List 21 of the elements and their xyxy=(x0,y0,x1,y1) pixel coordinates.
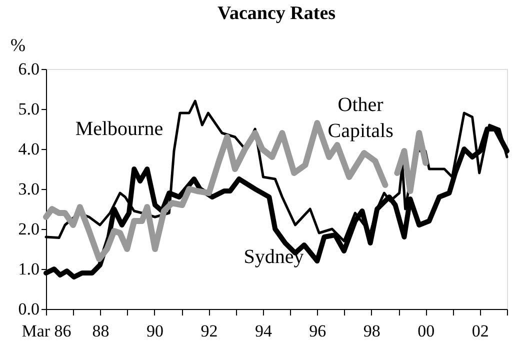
x-tick-label: 94 xyxy=(254,322,272,340)
x-tick-label: 00 xyxy=(418,322,435,340)
y-axis-title: % xyxy=(10,35,26,55)
x-tick-label: 02 xyxy=(472,322,489,340)
series-label: Melbourne xyxy=(75,118,164,140)
x-tick-label: 88 xyxy=(92,322,110,340)
series-label: Sydney xyxy=(244,246,304,268)
y-tick-label: 6.0 xyxy=(18,60,40,78)
chart-title: Vacancy Rates xyxy=(217,3,336,24)
x-tick-label: Mar 86 xyxy=(22,322,72,340)
x-tick-label: 96 xyxy=(309,322,326,340)
x-tick-label: 90 xyxy=(146,322,164,340)
y-tick-label: 5.0 xyxy=(18,100,40,118)
series-label: Other Capitals xyxy=(328,94,394,142)
y-tick-label: 2.0 xyxy=(18,220,40,238)
y-tick-label: 4.0 xyxy=(18,140,40,158)
x-tick-label: 92 xyxy=(200,322,218,340)
x-tick-label: 98 xyxy=(363,322,380,340)
y-tick-label: 3.0 xyxy=(18,180,40,198)
y-tick-label: 0.0 xyxy=(18,300,40,318)
y-tick-label: 1.0 xyxy=(18,260,40,278)
